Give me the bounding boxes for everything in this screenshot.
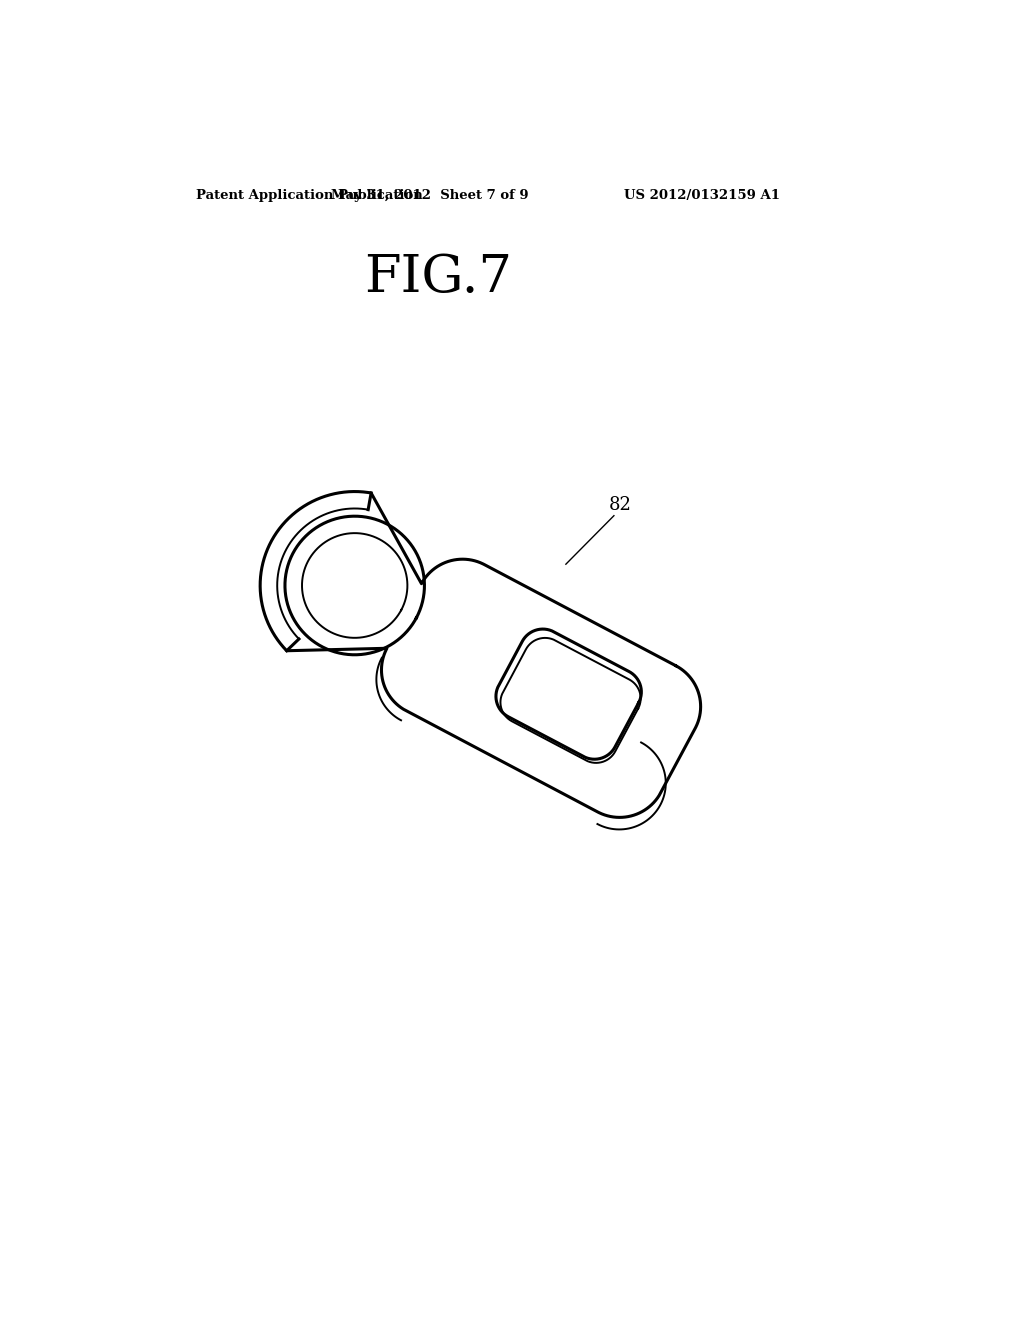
Text: FIG.7: FIG.7: [364, 252, 512, 304]
Text: 82: 82: [608, 496, 632, 513]
Text: Patent Application Publication: Patent Application Publication: [197, 189, 423, 202]
Text: US 2012/0132159 A1: US 2012/0132159 A1: [624, 189, 780, 202]
Text: May 31, 2012  Sheet 7 of 9: May 31, 2012 Sheet 7 of 9: [332, 189, 529, 202]
